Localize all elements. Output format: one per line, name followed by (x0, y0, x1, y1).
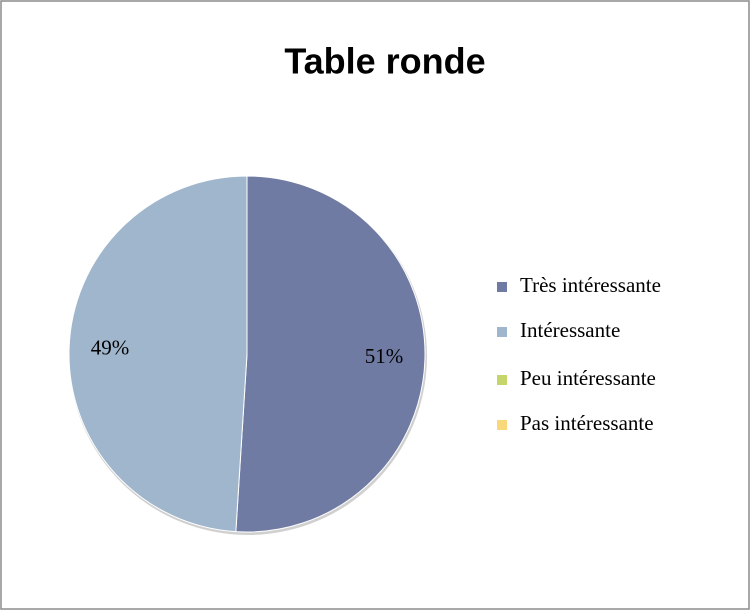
legend-swatch (497, 282, 507, 292)
legend-swatch (497, 327, 507, 337)
legend-label: Intéressante (520, 318, 620, 342)
legend-label: Peu intéressante (520, 366, 656, 390)
data-label: 49% (91, 336, 130, 360)
chart-title: Table ronde (284, 41, 485, 82)
pie-slice (68, 175, 248, 533)
legend-label: Très intéressante (520, 273, 661, 297)
legend-label: Pas intéressante (520, 411, 654, 435)
pie-slice (235, 175, 426, 533)
legend-swatch (497, 375, 507, 385)
data-label: 51% (365, 344, 404, 368)
legend-swatch (497, 420, 507, 430)
